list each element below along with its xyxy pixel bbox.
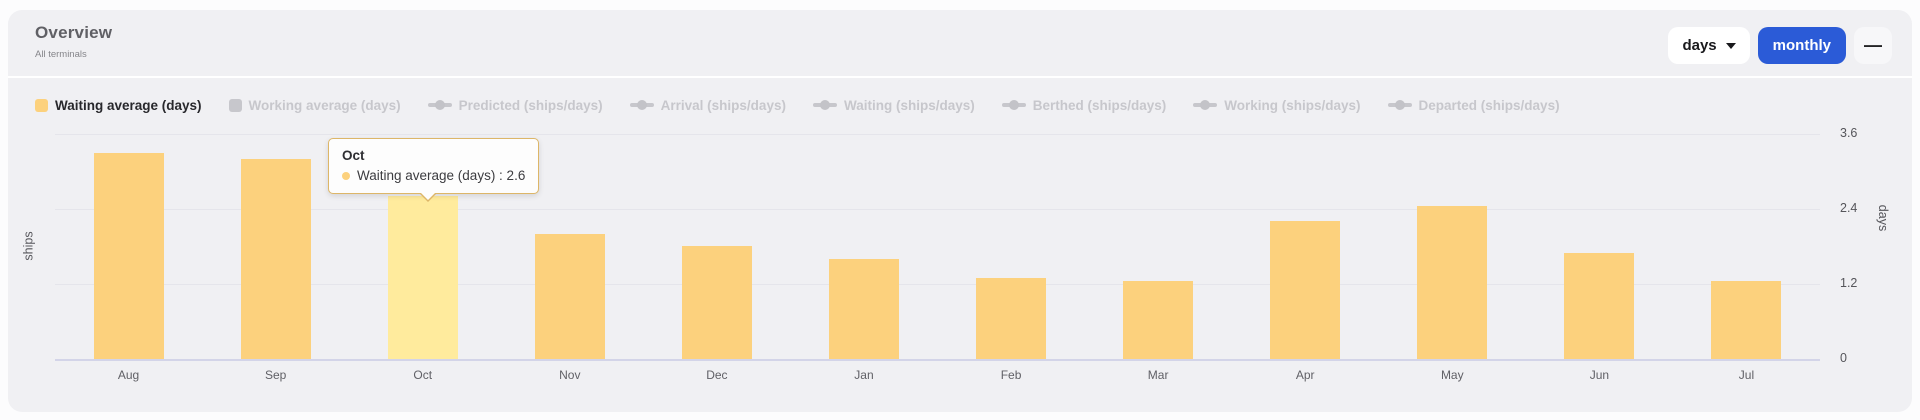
legend-item-label: Departed (ships/days)	[1418, 97, 1560, 113]
x-tick-label-mar: Mar	[1147, 368, 1169, 382]
legend-item-departed-ships-days[interactable]: Departed (ships/days)	[1387, 97, 1560, 113]
x-tick-label-dec: Dec	[706, 368, 728, 382]
tooltip-value-text: Waiting average (days) : 2.6	[357, 168, 526, 183]
gridline	[55, 209, 1820, 210]
bar-mar[interactable]	[1123, 281, 1194, 359]
page-subtitle: All terminals	[35, 49, 87, 60]
legend-item-label: Berthed (ships/days)	[1032, 97, 1167, 113]
header-text: Overview All terminals	[35, 23, 112, 60]
legend-item-label: Predicted (ships/days)	[458, 97, 603, 113]
legend-line-diamond-icon	[427, 99, 452, 112]
monthly-button[interactable]: monthly	[1757, 27, 1846, 64]
bar-jul[interactable]	[1711, 281, 1782, 359]
legend-line-diamond-icon	[812, 99, 837, 112]
x-tick-label-oct: Oct	[413, 368, 433, 382]
x-tick-label-aug: Aug	[117, 368, 140, 382]
legend-item-waiting-ships-days[interactable]: Waiting (ships/days)	[812, 97, 975, 113]
x-tick-label-jan: Jan	[854, 368, 874, 382]
x-tick-label-nov: Nov	[559, 368, 581, 382]
y-tick-label: 2.4	[1840, 201, 1858, 215]
legend-item-label: Arrival (ships/days)	[660, 97, 786, 113]
y-axis-label-right: days	[1876, 204, 1891, 232]
bar-feb[interactable]	[976, 278, 1047, 359]
bar-jun[interactable]	[1564, 253, 1635, 359]
legend-item-label: Waiting (ships/days)	[843, 97, 975, 113]
tooltip-row: Waiting average (days) : 2.6	[342, 168, 525, 183]
legend-item-berthed-ships-days[interactable]: Berthed (ships/days)	[1001, 97, 1167, 113]
x-tick-label-may: May	[1440, 368, 1464, 382]
header-controls: days monthly —	[1668, 27, 1892, 64]
bar-sep[interactable]	[240, 159, 311, 359]
gridline	[55, 134, 1820, 135]
legend-line-diamond-icon	[1001, 99, 1026, 112]
legend-item-working-ships-days[interactable]: Working (ships/days)	[1193, 97, 1361, 113]
legend-line-diamond-icon	[629, 99, 654, 112]
interval-select-value: days	[1682, 37, 1717, 54]
card-header: Overview All terminals days monthly —	[8, 10, 1912, 76]
overview-card: Overview All terminals days monthly — Wa…	[8, 10, 1912, 412]
chevron-down-icon	[1725, 42, 1736, 49]
legend-item-label: Working (ships/days)	[1224, 97, 1361, 113]
bar-jan[interactable]	[828, 259, 899, 359]
legend-item-label: Working average (days)	[248, 97, 401, 113]
chart-legend: Waiting average (days) Working average (d…	[8, 95, 1912, 115]
x-axis-line	[55, 359, 1820, 361]
legend-item-predicted-ships-days[interactable]: Predicted (ships/days)	[427, 97, 603, 113]
x-tick-label-jun: Jun	[1589, 368, 1610, 382]
bar-chart: ships days Oct Waiting average (days) : …	[8, 119, 1912, 411]
x-tick-label-jul: Jul	[1738, 368, 1755, 382]
y-axis-label-left: ships	[21, 231, 36, 261]
legend-square-icon	[228, 98, 242, 112]
y-tick-label: 1.2	[1840, 276, 1858, 290]
bar-apr[interactable]	[1270, 221, 1341, 359]
x-tick-label-apr: Apr	[1295, 368, 1315, 382]
y-tick-label: 3.6	[1840, 126, 1858, 140]
tooltip-title: Oct	[342, 148, 365, 163]
legend-item-arrival-ships-days[interactable]: Arrival (ships/days)	[629, 97, 786, 113]
legend-line-diamond-icon	[1193, 99, 1218, 112]
legend-item-waiting-average-days[interactable]: Waiting average (days)	[35, 98, 202, 113]
page-title: Overview	[35, 23, 113, 42]
x-tick-label-sep: Sep	[264, 368, 287, 382]
bar-dec[interactable]	[681, 246, 752, 359]
collapse-button[interactable]: —	[1854, 27, 1892, 64]
header-divider	[8, 76, 1912, 78]
legend-line-diamond-icon	[1387, 99, 1412, 112]
gridline	[55, 284, 1820, 285]
bar-nov[interactable]	[534, 234, 605, 359]
x-tick-label-feb: Feb	[1000, 368, 1022, 382]
legend-item-label: Waiting average (days)	[55, 97, 202, 113]
bar-oct[interactable]	[387, 196, 458, 359]
tooltip-series-dot-icon	[342, 171, 350, 180]
legend-item-working-average-days[interactable]: Working average (days)	[228, 97, 401, 113]
bar-aug[interactable]	[93, 153, 164, 359]
y-tick-label: 0	[1840, 351, 1847, 365]
interval-select[interactable]: days	[1668, 27, 1750, 64]
legend-square-icon	[35, 98, 48, 112]
bar-may[interactable]	[1417, 206, 1488, 359]
chart-tooltip: Oct Waiting average (days) : 2.6	[328, 138, 540, 202]
